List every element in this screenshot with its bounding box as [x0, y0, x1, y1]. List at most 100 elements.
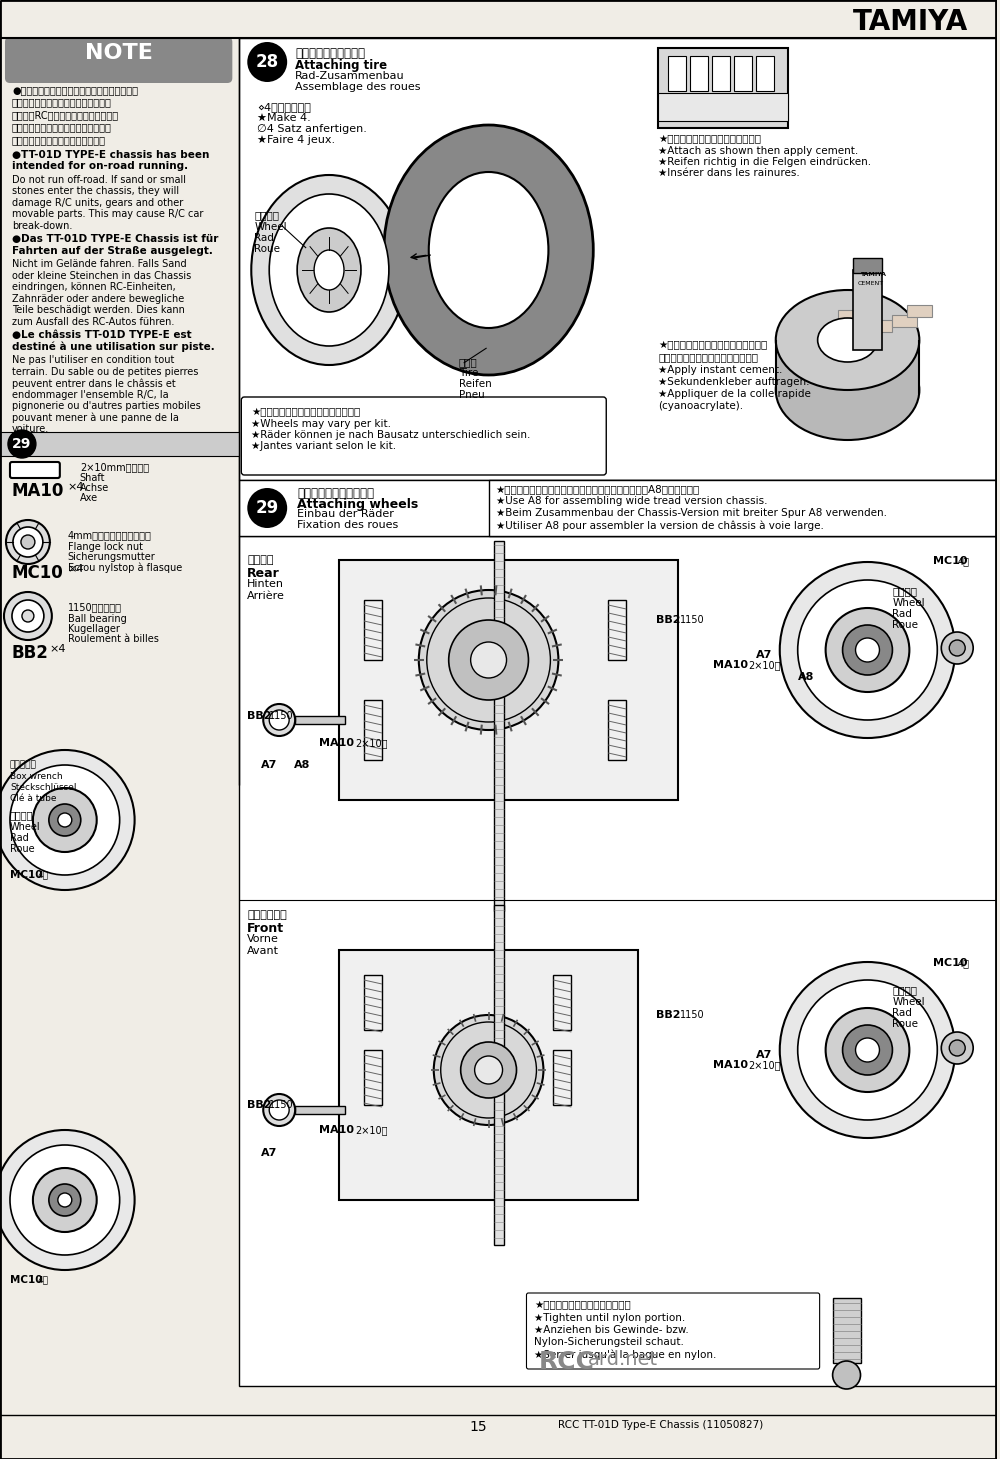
Text: Pneu: Pneu	[459, 390, 484, 400]
Text: Axe: Axe	[80, 493, 98, 503]
Circle shape	[798, 980, 937, 1121]
Text: endommager l'ensemble R/C, la: endommager l'ensemble R/C, la	[12, 390, 169, 400]
Text: 《フロント》: 《フロント》	[247, 910, 287, 921]
Text: Fixation des roues: Fixation des roues	[297, 519, 398, 530]
Text: Front: Front	[247, 922, 284, 935]
Text: Rear: Rear	[247, 568, 280, 581]
Circle shape	[941, 632, 973, 664]
Bar	[295, 716, 345, 724]
Text: (cyanoacrylate).: (cyanoacrylate).	[658, 401, 743, 411]
Text: A8: A8	[798, 673, 814, 681]
Text: Attaching tire: Attaching tire	[295, 58, 387, 71]
FancyBboxPatch shape	[10, 463, 60, 479]
Ellipse shape	[776, 290, 919, 390]
Text: Wheel: Wheel	[892, 598, 925, 608]
Text: MA10: MA10	[713, 1061, 748, 1069]
Text: 15: 15	[470, 1420, 487, 1434]
Circle shape	[58, 1193, 72, 1207]
Circle shape	[22, 610, 34, 622]
Circle shape	[419, 589, 558, 730]
Text: MA10: MA10	[713, 659, 748, 670]
Text: MC10: MC10	[10, 870, 42, 880]
Bar	[553, 975, 571, 1030]
Text: ホイール: ホイール	[10, 810, 33, 820]
Text: MC10: MC10	[933, 556, 968, 566]
Circle shape	[269, 1100, 289, 1121]
Text: ★Use A8 for assembling wide tread version chassis.: ★Use A8 for assembling wide tread versio…	[496, 496, 767, 506]
Circle shape	[780, 562, 955, 738]
Ellipse shape	[269, 194, 389, 346]
Text: 29: 29	[256, 499, 279, 516]
Circle shape	[21, 535, 35, 549]
Circle shape	[826, 608, 909, 692]
Ellipse shape	[776, 340, 919, 441]
Text: Roue: Roue	[254, 244, 280, 254]
Text: MC10: MC10	[10, 1275, 42, 1285]
Text: 《リヤ》: 《リヤ》	[247, 554, 274, 565]
Text: MC10: MC10	[12, 565, 64, 582]
Text: Achse: Achse	[80, 483, 109, 493]
Text: movable parts. This may cause R/C car: movable parts. This may cause R/C car	[12, 209, 203, 219]
Text: ×4: ×4	[50, 643, 66, 654]
Text: Avant: Avant	[247, 945, 279, 956]
Text: Rad: Rad	[892, 608, 912, 619]
Text: Ne pas l'utiliser en condition tout: Ne pas l'utiliser en condition tout	[12, 355, 174, 365]
Text: 4㎜: 4㎜	[957, 556, 969, 566]
Circle shape	[247, 42, 287, 82]
Text: ★Insérer dans les rainures.: ★Insérer dans les rainures.	[658, 168, 800, 178]
Text: ホイール: ホイール	[254, 210, 279, 220]
Bar	[756, 55, 774, 90]
Circle shape	[843, 1026, 892, 1075]
Text: MA10: MA10	[319, 1125, 354, 1135]
Text: ×4: ×4	[68, 565, 84, 573]
Text: ●本製品はオンロード走行専用シャーシです。: ●本製品はオンロード走行専用シャーシです。	[12, 85, 138, 95]
Circle shape	[263, 1094, 295, 1126]
Text: BB2: BB2	[656, 616, 681, 624]
Text: 2×10㎜: 2×10㎜	[355, 1125, 387, 1135]
FancyBboxPatch shape	[5, 36, 232, 83]
Text: ★Reifen richtig in die Felgen eindrücken.: ★Reifen richtig in die Felgen eindrücken…	[658, 158, 871, 166]
Text: Arrière: Arrière	[247, 591, 285, 601]
Text: （別売）を流し込んで接着します。: （別売）を流し込んで接着します。	[658, 352, 758, 362]
Bar	[690, 55, 708, 90]
Circle shape	[0, 750, 135, 890]
Circle shape	[441, 1021, 536, 1118]
Text: Vorne: Vorne	[247, 934, 279, 944]
Text: Roue: Roue	[892, 1018, 918, 1029]
Text: 2×10㎜: 2×10㎜	[748, 1061, 780, 1069]
Bar	[608, 700, 626, 760]
Bar	[668, 55, 686, 90]
Ellipse shape	[384, 125, 593, 375]
Text: A7: A7	[756, 1050, 772, 1061]
Text: BB2: BB2	[247, 1100, 272, 1110]
Ellipse shape	[429, 172, 548, 328]
Text: A8: A8	[294, 760, 311, 770]
Text: ホイール: ホイール	[892, 587, 917, 595]
FancyBboxPatch shape	[526, 1293, 820, 1369]
Bar	[339, 560, 678, 800]
Text: Flange lock nut: Flange lock nut	[68, 541, 143, 552]
Text: ★Serrer jusqu'à la bague en nylon.: ★Serrer jusqu'à la bague en nylon.	[534, 1350, 717, 1360]
Bar	[867, 320, 892, 333]
Text: ★Räder können je nach Bausatz unterschiedlich sein.: ★Räder können je nach Bausatz unterschie…	[251, 430, 531, 441]
Circle shape	[10, 765, 120, 875]
Text: Fahrten auf der Straße ausgelegt.: Fahrten auf der Straße ausgelegt.	[12, 245, 213, 255]
Bar	[494, 905, 504, 1245]
Text: まると、RCメカに入ったり、ギヤや回: まると、RCメカに入ったり、ギヤや回	[12, 109, 119, 120]
Text: TAMIYA: TAMIYA	[853, 7, 968, 36]
Text: Rad: Rad	[10, 833, 29, 843]
Bar	[776, 340, 919, 395]
Text: ∅4 Satz anfertigen.: ∅4 Satz anfertigen.	[257, 124, 367, 134]
Bar	[494, 541, 504, 910]
Ellipse shape	[297, 228, 361, 312]
Text: オフロード走行は避けてください。: オフロード走行は避けてください。	[12, 136, 106, 144]
Text: 《タイヤの取り付け》: 《タイヤの取り付け》	[295, 47, 365, 60]
Text: Roulement à billes: Roulement à billes	[68, 635, 159, 643]
Text: 砂、砂利等がバスタブシャーシ内に溜: 砂、砂利等がバスタブシャーシ内に溜	[12, 98, 112, 108]
Text: Einbau der Räder: Einbau der Räder	[297, 509, 394, 519]
Bar	[734, 55, 752, 90]
Text: 《ホイールの取り付け》: 《ホイールの取り付け》	[297, 487, 374, 500]
Text: ★ホイールは車種により異なります。: ★ホイールは車種により異なります。	[251, 407, 361, 417]
Bar	[553, 1050, 571, 1104]
Text: ★Tighten until nylon portion.: ★Tighten until nylon portion.	[534, 1313, 686, 1323]
